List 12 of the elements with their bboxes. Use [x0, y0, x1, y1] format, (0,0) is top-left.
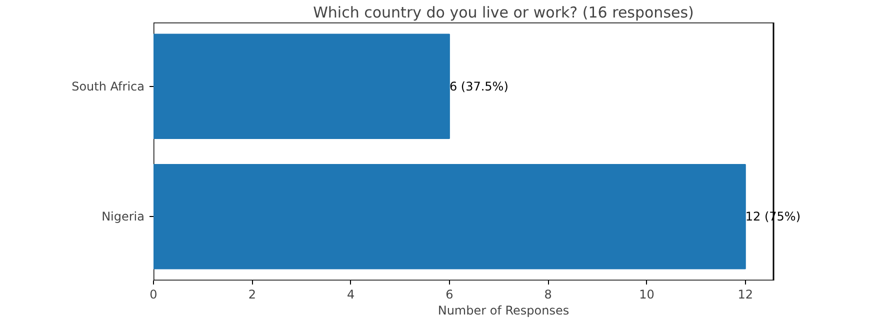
x-tick-label: 6	[446, 288, 454, 302]
x-tick-label: 12	[738, 288, 754, 302]
y-tick-label: South Africa	[72, 79, 145, 94]
x-tick-label: 8	[544, 288, 552, 302]
x-tick-label: 4	[346, 288, 355, 302]
chart-title: Which country do you live or work? (16 responses)	[313, 4, 694, 22]
x-tick-label: 0	[150, 288, 158, 302]
x-tick-label: 10	[639, 288, 654, 302]
y-tick-label: Nigeria	[102, 210, 145, 224]
x-axis-title: Number of Responses	[438, 304, 570, 318]
x-tick-label: 2	[248, 288, 256, 302]
data-label: 6 (37.5%)	[449, 79, 508, 94]
